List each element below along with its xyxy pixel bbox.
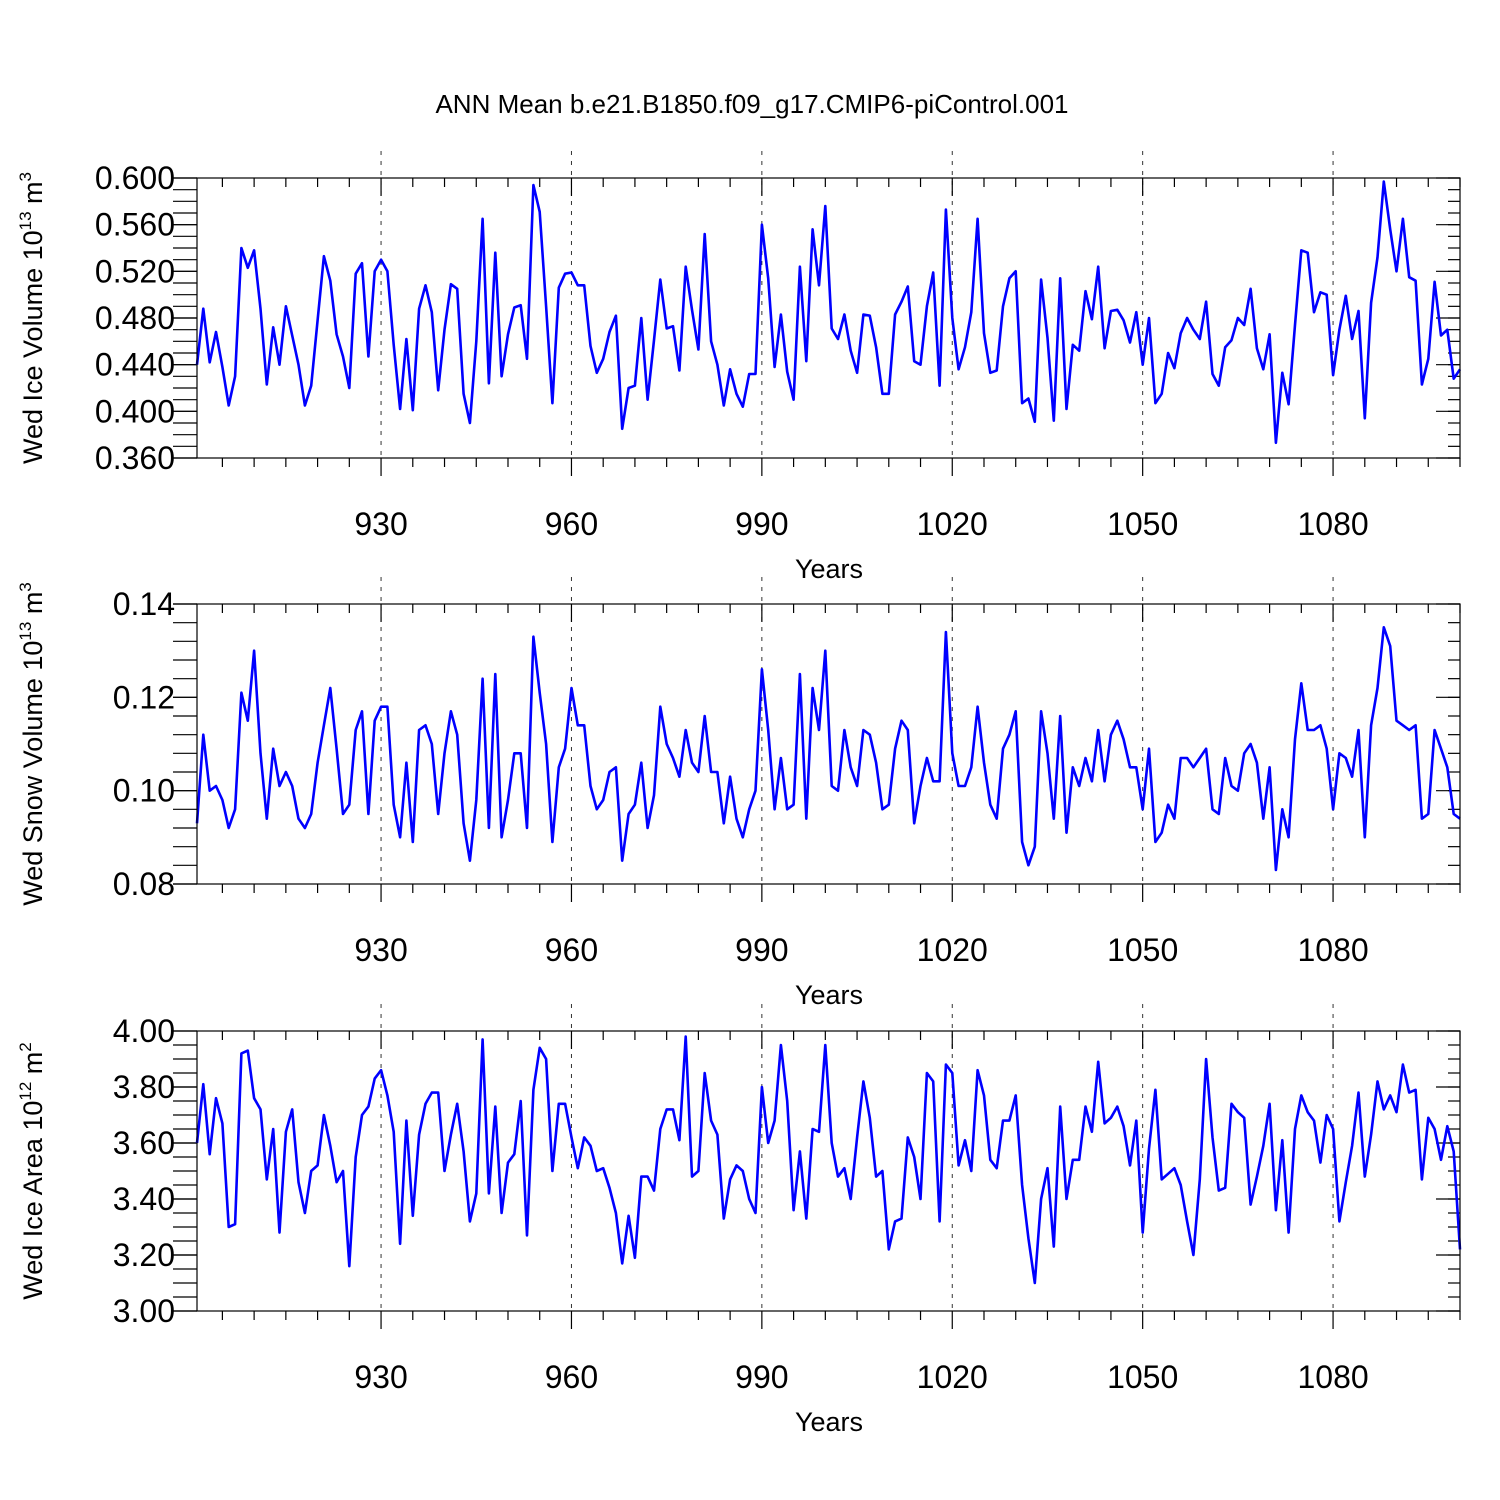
x-tick-label: 1080 xyxy=(1297,506,1368,542)
y-axis-label-part: m xyxy=(18,181,48,211)
y-tick-label: 0.560 xyxy=(95,207,175,243)
y-tick-label: 0.14 xyxy=(113,586,175,622)
y-tick-label: 3.20 xyxy=(113,1237,175,1273)
x-tick-label: 1020 xyxy=(917,932,988,968)
x-tick-label: 990 xyxy=(735,1359,788,1395)
y-tick-label: 3.80 xyxy=(113,1069,175,1105)
y-axis-label-superscript: 13 xyxy=(16,211,35,230)
x-tick-label: 1050 xyxy=(1107,506,1178,542)
x-axis-label: Years xyxy=(795,1407,863,1437)
y-axis-label-part: m xyxy=(18,1052,48,1082)
x-tick-label: 1020 xyxy=(917,1359,988,1395)
x-tick-label: 990 xyxy=(735,506,788,542)
chart-panel-3: 3.00 3.20 3.40 3.60 3.80 4.00 930 960 990 1020 105… xyxy=(16,1004,1462,1437)
y-tick-label: 0.08 xyxy=(113,866,175,902)
figure-title: ANN Mean b.e21.B1850.f09_g17.CMIP6-piCon… xyxy=(435,89,1068,119)
y-tick-label: 4.00 xyxy=(113,1013,175,1049)
y-tick-label: 0.440 xyxy=(95,347,175,383)
x-tick-label: 1050 xyxy=(1107,1359,1178,1395)
plot-frame xyxy=(196,1030,1461,1312)
panels: 0.360 0.400 0.440 0.480 0.520 0.560 0.600 930 96… xyxy=(16,151,1462,1437)
y-axis-label: Wed Ice Volume 1013 m3 xyxy=(16,172,48,464)
y-axis-label-superscript: 13 xyxy=(16,622,35,641)
y-axis-label-superscript: 2 xyxy=(16,1042,35,1051)
y-axis-label-superscript: 3 xyxy=(16,582,35,591)
x-tick-label: 930 xyxy=(354,506,407,542)
y-tick-label: 3.40 xyxy=(113,1181,175,1217)
x-axis-label: Years xyxy=(795,980,863,1010)
y-tick-label: 3.00 xyxy=(113,1293,175,1329)
y-axis-label-part: m xyxy=(18,592,48,622)
plot-frame xyxy=(196,177,1461,459)
y-axis-label-superscript: 12 xyxy=(16,1082,35,1101)
x-tick-label: 960 xyxy=(545,932,598,968)
y-axis-label: Wed Snow Volume 1013 m3 xyxy=(16,582,48,906)
plot-frame xyxy=(196,603,1461,885)
x-tick-label: 1020 xyxy=(917,506,988,542)
y-axis-label-part: Wed Snow Volume 10 xyxy=(18,641,48,906)
y-tick-label: 0.360 xyxy=(95,440,175,476)
x-tick-label: 960 xyxy=(545,506,598,542)
x-tick-label: 1080 xyxy=(1297,1359,1368,1395)
y-tick-label: 0.600 xyxy=(95,160,175,196)
y-tick-label: 0.12 xyxy=(113,679,175,715)
y-axis-label-part: Wed Ice Area 10 xyxy=(18,1101,48,1300)
data-series-line xyxy=(195,1035,1462,1285)
y-axis-label: Wed Ice Area 1012 m2 xyxy=(16,1042,48,1300)
y-tick-label: 0.400 xyxy=(95,393,175,429)
chart-panel-2: 0.08 0.10 0.12 0.14 930 960 990 1020 1050 1080 Yea… xyxy=(16,577,1461,1010)
y-axis-label-superscript: 3 xyxy=(16,172,35,181)
x-tick-label: 990 xyxy=(735,932,788,968)
x-axis-label: Years xyxy=(795,554,863,584)
y-tick-label: 0.480 xyxy=(95,300,175,336)
data-series-line xyxy=(195,625,1461,872)
y-tick-label: 0.520 xyxy=(95,253,175,289)
x-tick-label: 1050 xyxy=(1107,932,1178,968)
data-series-line xyxy=(195,180,1462,445)
x-tick-label: 930 xyxy=(354,932,407,968)
x-tick-label: 1080 xyxy=(1297,932,1368,968)
x-tick-label: 960 xyxy=(545,1359,598,1395)
y-tick-label: 3.60 xyxy=(113,1125,175,1161)
x-tick-label: 930 xyxy=(354,1359,407,1395)
chart-panel-1: 0.360 0.400 0.440 0.480 0.520 0.560 0.600 930 96… xyxy=(16,151,1462,584)
y-tick-label: 0.10 xyxy=(113,773,175,809)
y-axis-label-part: Wed Ice Volume 10 xyxy=(18,230,48,464)
